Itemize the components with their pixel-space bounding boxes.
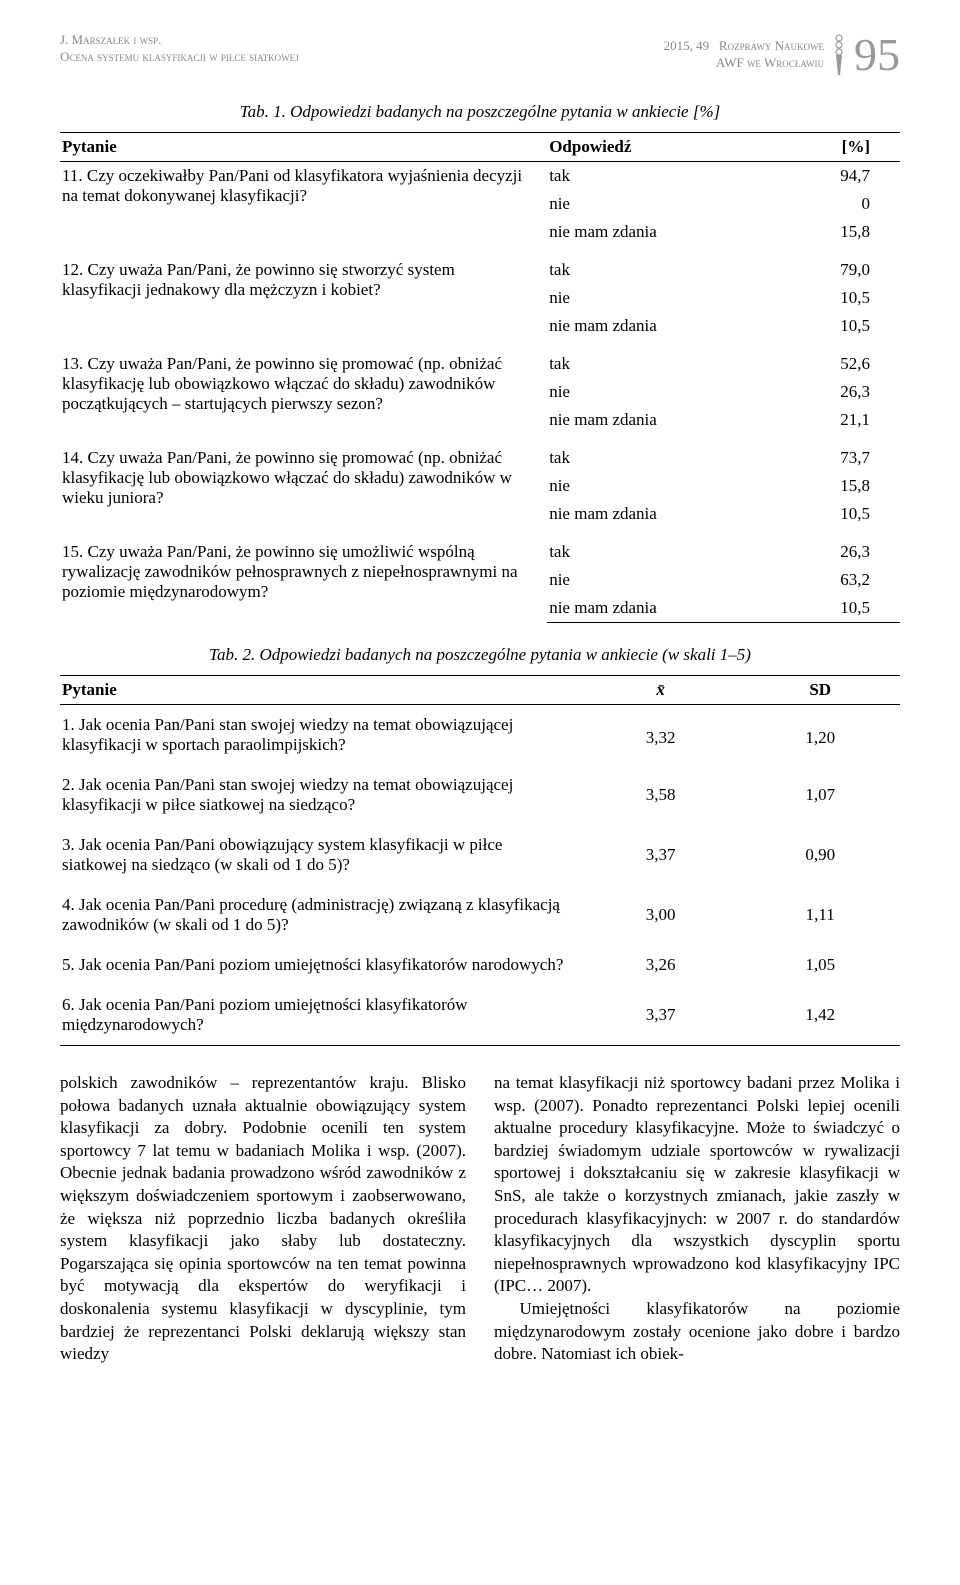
question-cell: 13. Czy uważa Pan/Pani, że powinno się p… (60, 350, 547, 444)
header-left: J. Marszałek i wsp. Ocena systemu klasyf… (60, 32, 299, 66)
percent-cell: 15,8 (749, 472, 900, 500)
table1-head-question: Pytanie (60, 133, 547, 162)
running-header: J. Marszałek i wsp. Ocena systemu klasyf… (60, 32, 900, 78)
mean-cell: 3,26 (581, 945, 741, 985)
sd-cell: 1,05 (740, 945, 900, 985)
percent-cell: 63,2 (749, 566, 900, 594)
percent-cell: 94,7 (749, 162, 900, 191)
answer-cell: tak (547, 350, 749, 378)
page-number: 95 (854, 32, 900, 78)
table-row: 13. Czy uważa Pan/Pani, że powinno się p… (60, 350, 900, 378)
journal-block: 2015, 49 Rozprawy Naukowe AWF we Wrocław… (664, 38, 824, 72)
table-row: 1. Jak ocenia Pan/Pani stan swojej wiedz… (60, 705, 900, 766)
percent-cell: 21,1 (749, 406, 900, 444)
torch-icon (832, 33, 846, 77)
sd-cell: 1,20 (740, 705, 900, 766)
answer-cell: nie mam zdania (547, 312, 749, 350)
table-row: 6. Jak ocenia Pan/Pani poziom umiejętnoś… (60, 985, 900, 1046)
percent-cell: 0 (749, 190, 900, 218)
page: J. Marszałek i wsp. Ocena systemu klasyf… (0, 0, 960, 1406)
table2-head-sd: SD (740, 676, 900, 705)
question-cell: 3. Jak ocenia Pan/Pani obowiązujący syst… (60, 825, 581, 885)
table-row: 5. Jak ocenia Pan/Pani poziom umiejętnoś… (60, 945, 900, 985)
table1-caption: Tab. 1. Odpowiedzi badanych na poszczegó… (60, 102, 900, 122)
answer-cell: nie mam zdania (547, 594, 749, 623)
question-cell: 1. Jak ocenia Pan/Pani stan swojej wiedz… (60, 705, 581, 766)
mean-cell: 3,37 (581, 985, 741, 1046)
percent-cell: 52,6 (749, 350, 900, 378)
answer-cell: tak (547, 256, 749, 284)
percent-cell: 26,3 (749, 538, 900, 566)
mean-cell: 3,58 (581, 765, 741, 825)
percent-cell: 10,5 (749, 312, 900, 350)
body-col-left: polskich zawodników – reprezentantów kra… (60, 1072, 466, 1366)
header-right: 2015, 49 Rozprawy Naukowe AWF we Wrocław… (664, 32, 900, 78)
body-col-right: na temat klasyfikacji niż sportowcy bada… (494, 1072, 900, 1366)
table-row: 2. Jak ocenia Pan/Pani stan swojej wiedz… (60, 765, 900, 825)
sd-cell: 1,11 (740, 885, 900, 945)
answer-cell: nie (547, 378, 749, 406)
question-cell: 11. Czy oczekiwałby Pan/Pani od klasyfik… (60, 162, 547, 257)
table-row: 15. Czy uważa Pan/Pani, że powinno się u… (60, 538, 900, 566)
question-cell: 6. Jak ocenia Pan/Pani poziom umiejętnoś… (60, 985, 581, 1046)
question-cell: 4. Jak ocenia Pan/Pani procedurę (admini… (60, 885, 581, 945)
answer-cell: tak (547, 444, 749, 472)
mean-cell: 3,32 (581, 705, 741, 766)
question-cell: 14. Czy uważa Pan/Pani, że powinno się p… (60, 444, 547, 538)
answer-cell: nie (547, 284, 749, 312)
table-row: 12. Czy uważa Pan/Pani, że powinno się s… (60, 256, 900, 284)
answer-cell: nie (547, 566, 749, 594)
table2-head-question: Pytanie (60, 676, 581, 705)
table-row: 11. Czy oczekiwałby Pan/Pani od klasyfik… (60, 162, 900, 191)
percent-cell: 15,8 (749, 218, 900, 256)
table2-head-mean: x̄ (581, 676, 741, 705)
question-cell: 12. Czy uważa Pan/Pani, że powinno się s… (60, 256, 547, 350)
title-line: Ocena systemu klasyfikacji w piłce siatk… (60, 49, 299, 66)
journal-line2: AWF we Wrocławiu (664, 55, 824, 72)
answer-cell: nie (547, 472, 749, 500)
percent-cell: 10,5 (749, 594, 900, 623)
table-row: 4. Jak ocenia Pan/Pani procedurę (admini… (60, 885, 900, 945)
answer-cell: tak (547, 162, 749, 191)
table-row: 14. Czy uważa Pan/Pani, że powinno się p… (60, 444, 900, 472)
mean-cell: 3,37 (581, 825, 741, 885)
question-cell: 5. Jak ocenia Pan/Pani poziom umiejętnoś… (60, 945, 581, 985)
answer-cell: nie mam zdania (547, 218, 749, 256)
table1: Pytanie Odpowiedź [%] 11. Czy oczekiwałb… (60, 132, 900, 623)
question-cell: 15. Czy uważa Pan/Pani, że powinno się u… (60, 538, 547, 623)
answer-cell: nie mam zdania (547, 500, 749, 538)
percent-cell: 10,5 (749, 500, 900, 538)
percent-cell: 10,5 (749, 284, 900, 312)
percent-cell: 26,3 (749, 378, 900, 406)
question-cell: 2. Jak ocenia Pan/Pani stan swojej wiedz… (60, 765, 581, 825)
answer-cell: nie mam zdania (547, 406, 749, 444)
table1-head-answer: Odpowiedź (547, 133, 749, 162)
table-row: 3. Jak ocenia Pan/Pani obowiązujący syst… (60, 825, 900, 885)
table2-caption: Tab. 2. Odpowiedzi badanych na poszczegó… (60, 645, 900, 665)
author-line: J. Marszałek i wsp. (60, 32, 299, 49)
sd-cell: 1,42 (740, 985, 900, 1046)
sd-cell: 0,90 (740, 825, 900, 885)
answer-cell: tak (547, 538, 749, 566)
body-text: polskich zawodników – reprezentantów kra… (60, 1072, 900, 1366)
answer-cell: nie (547, 190, 749, 218)
year-issue: 2015, 49 Rozprawy Naukowe (664, 38, 824, 55)
percent-cell: 73,7 (749, 444, 900, 472)
sd-cell: 1,07 (740, 765, 900, 825)
percent-cell: 79,0 (749, 256, 900, 284)
table1-head-percent: [%] (749, 133, 900, 162)
table2: Pytanie x̄ SD 1. Jak ocenia Pan/Pani sta… (60, 675, 900, 1046)
mean-cell: 3,00 (581, 885, 741, 945)
